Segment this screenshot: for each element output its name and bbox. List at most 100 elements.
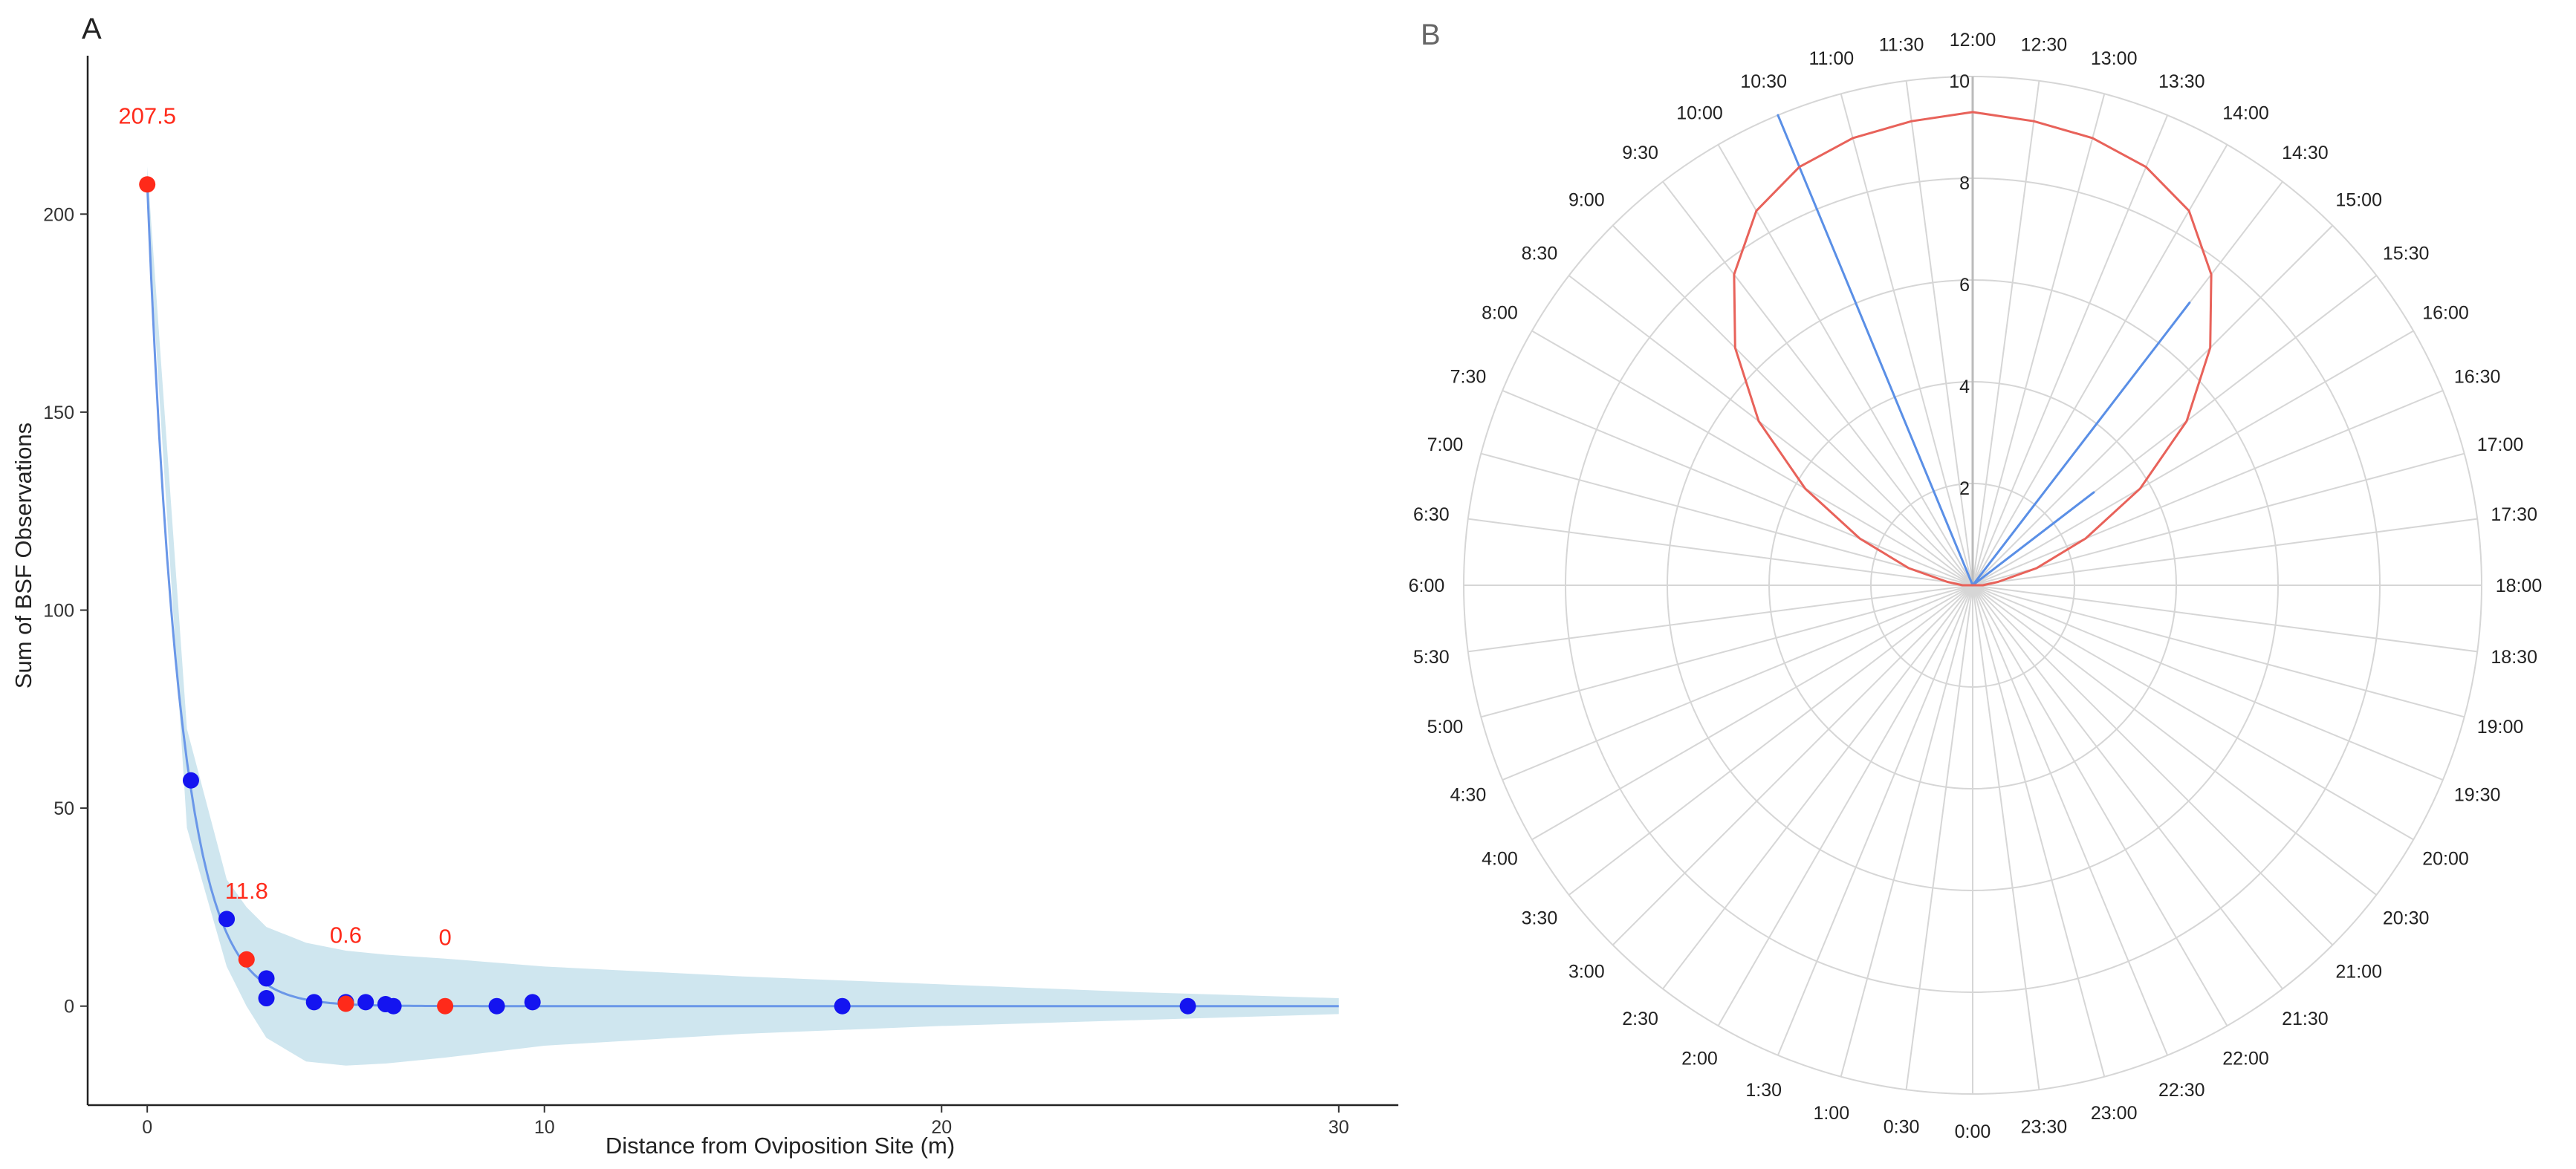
observed-point [258,990,275,1007]
polar-spoke [1972,584,2169,1056]
observed-point [385,997,402,1015]
polar-spoke [1531,584,1973,841]
hour-label: 4:30 [1450,784,1487,805]
fitted-point [238,951,255,968]
hour-label: 1:00 [1813,1103,1849,1124]
polar-spoke [1972,584,2444,781]
hour-label: 2:30 [1622,1009,1658,1029]
radial-tick-label: 10 [1949,71,1970,92]
hour-label: 15:00 [2335,189,2382,210]
hour-label: 3:30 [1522,908,1558,928]
hour-label: 22:30 [2158,1080,2205,1101]
hour-label: 17:00 [2477,434,2524,455]
polar-spoke [1467,584,1973,653]
confidence-band-group [147,166,1339,1066]
polar-spoke [1972,584,2334,946]
observed-point [524,994,541,1011]
polar-spoke [1972,584,2465,718]
observed-point [258,970,275,987]
hour-label: 2:00 [1681,1049,1718,1069]
hour-label: 21:30 [2282,1009,2329,1029]
point-labels-group: 207.5 11.8 0.6 0 [118,102,451,950]
fitted-point-label: 0.6 [330,922,362,948]
observed-point [182,772,199,789]
y-axis-title: Sum of BSF Observations [10,423,36,688]
hour-label: 10:00 [1676,103,1723,124]
hour-label: 19:00 [2477,717,2524,737]
hour-label: 18:30 [2491,647,2537,668]
radial-tick-label: 8 [1959,173,1970,194]
hour-label: 0:00 [1955,1121,1991,1142]
polar-spoke [1568,584,1973,896]
hour-label: 8:00 [1482,303,1518,324]
hour-label: 20:00 [2422,849,2469,870]
confidence-band [147,166,1339,1066]
data-points-group [139,176,1196,1015]
polar-spoke [1972,114,2169,586]
polar-spoke [1717,584,1973,1026]
observed-point [834,997,851,1015]
polar-spoke [1972,584,2478,653]
hour-label: 23:30 [2021,1117,2068,1138]
observed-point [488,997,505,1015]
fitted-point [337,995,354,1012]
polar-spoke [1502,584,1973,781]
hour-label: 21:00 [2335,962,2382,983]
polar-spoke [1717,144,1973,586]
polar-spoke [1840,94,1973,586]
axes-group: 0 10 20 30 0 50 100 150 200 [43,56,1398,1138]
hour-labels-group: 0:00 0:30 1:00 1:30 2:00 2:30 3:00 3:30 4:00 4:30… [1409,30,2543,1142]
polar-spoke [1972,584,2040,1090]
hour-label: 5:00 [1427,717,1464,737]
polar-series-observed [1777,114,2191,587]
hour-label: 13:30 [2158,71,2205,92]
fitted-curve [146,184,1339,1008]
y-tick-label: 150 [43,403,74,423]
fitted-curve-group [146,184,1339,1008]
polar-spoke [1481,452,1973,586]
panel-b-label: B [1421,19,1441,51]
hour-label: 20:30 [2383,908,2430,928]
polar-spoke [1467,518,1973,586]
polar-spoke [1972,518,2478,586]
observed-point [357,994,374,1011]
polar-spoke [1972,584,2228,1026]
polar-grid-group [1463,76,2482,1095]
polar-spoke [1972,224,2334,586]
hour-label: 7:30 [1450,367,1487,388]
fitted-point-label: 207.5 [118,102,176,128]
polar-spoke [1972,584,2283,990]
polar-spoke [1972,584,2414,841]
polar-spoke [1612,584,1973,946]
y-tick-label: 0 [64,997,74,1017]
hour-label: 4:00 [1482,849,1518,870]
polar-spoke [1905,584,1973,1090]
fitted-point-label: 11.8 [225,878,268,904]
polar-spoke [1972,330,2414,586]
observed-point [1179,997,1196,1015]
observed-point [218,911,236,928]
polar-spoke [1662,180,1973,586]
y-tick-label: 100 [43,600,74,621]
polar-spoke [1481,584,1973,718]
x-axis-title: Distance from Oviposition Site (m) [606,1133,955,1159]
hour-label: 15:30 [2383,244,2430,264]
hour-label: 12:00 [1950,30,1996,51]
polar-spoke [1777,584,1973,1056]
hour-label: 19:30 [2454,784,2501,805]
y-tick-label: 200 [43,204,74,225]
polar-spoke [1568,275,1973,586]
x-tick-label: 20 [931,1117,952,1138]
hour-label: 11:00 [1808,48,1854,69]
x-tick-label: 10 [534,1117,555,1138]
hour-label: 3:00 [1568,962,1605,983]
polar-spoke [1972,389,2444,586]
radial-tick-label: 2 [1959,478,1970,499]
fitted-point [139,176,156,193]
polar-spoke [1972,584,2378,896]
hour-label: 7:00 [1427,434,1464,455]
hour-label: 6:00 [1409,576,1445,596]
panel-a-label: A [82,13,102,45]
hour-label: 9:00 [1568,189,1605,210]
